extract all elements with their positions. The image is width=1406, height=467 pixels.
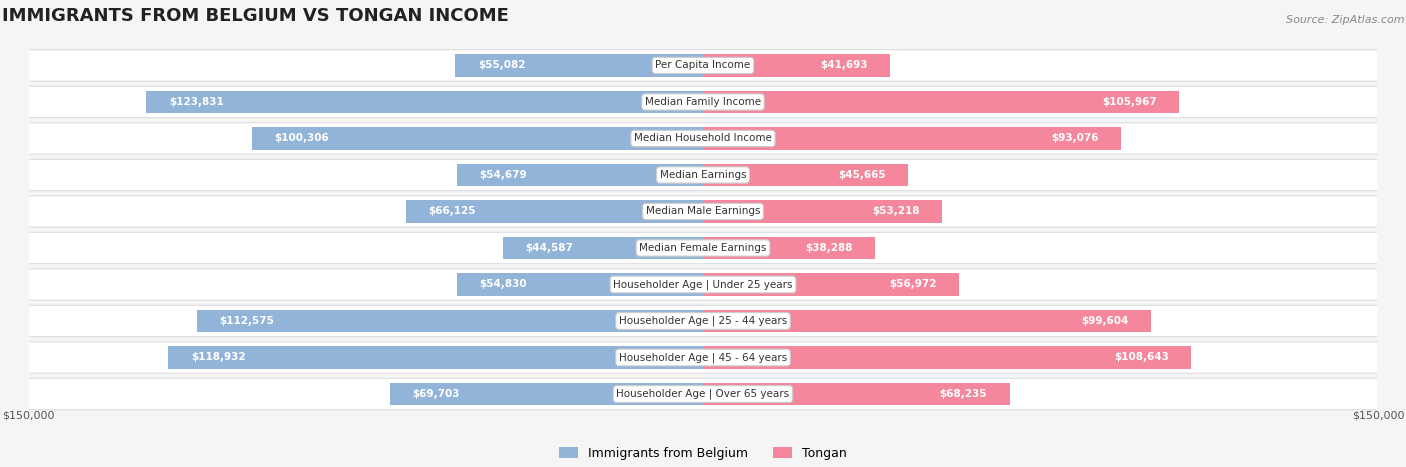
FancyBboxPatch shape <box>703 163 908 186</box>
Text: $53,218: $53,218 <box>872 206 920 217</box>
Text: $112,575: $112,575 <box>219 316 274 326</box>
Text: Per Capita Income: Per Capita Income <box>655 60 751 71</box>
Text: $93,076: $93,076 <box>1052 134 1099 143</box>
FancyBboxPatch shape <box>406 200 703 223</box>
Text: IMMIGRANTS FROM BELGIUM VS TONGAN INCOME: IMMIGRANTS FROM BELGIUM VS TONGAN INCOME <box>1 7 509 25</box>
FancyBboxPatch shape <box>502 237 703 259</box>
Text: $150,000: $150,000 <box>1 411 55 421</box>
FancyBboxPatch shape <box>703 200 942 223</box>
FancyBboxPatch shape <box>0 342 1406 373</box>
Legend: Immigrants from Belgium, Tongan: Immigrants from Belgium, Tongan <box>554 442 852 465</box>
FancyBboxPatch shape <box>456 54 703 77</box>
FancyBboxPatch shape <box>169 346 703 369</box>
FancyBboxPatch shape <box>0 305 1406 337</box>
FancyBboxPatch shape <box>389 382 703 405</box>
FancyBboxPatch shape <box>703 346 1191 369</box>
Text: $118,932: $118,932 <box>191 353 246 362</box>
FancyBboxPatch shape <box>703 127 1122 150</box>
Text: Median Earnings: Median Earnings <box>659 170 747 180</box>
FancyBboxPatch shape <box>197 310 703 333</box>
Text: $56,972: $56,972 <box>889 279 936 290</box>
Text: Householder Age | 45 - 64 years: Householder Age | 45 - 64 years <box>619 352 787 363</box>
Text: Median Family Income: Median Family Income <box>645 97 761 107</box>
Text: $44,587: $44,587 <box>524 243 572 253</box>
Text: $54,679: $54,679 <box>479 170 527 180</box>
Text: $55,082: $55,082 <box>478 60 526 71</box>
FancyBboxPatch shape <box>0 50 1406 81</box>
Text: $108,643: $108,643 <box>1114 353 1168 362</box>
Text: $66,125: $66,125 <box>429 206 475 217</box>
FancyBboxPatch shape <box>0 159 1406 191</box>
Text: $123,831: $123,831 <box>169 97 224 107</box>
Text: $68,235: $68,235 <box>939 389 987 399</box>
Text: Householder Age | Over 65 years: Householder Age | Over 65 years <box>616 389 790 399</box>
FancyBboxPatch shape <box>703 382 1010 405</box>
FancyBboxPatch shape <box>0 378 1406 410</box>
FancyBboxPatch shape <box>146 91 703 113</box>
Text: Median Household Income: Median Household Income <box>634 134 772 143</box>
Text: $45,665: $45,665 <box>838 170 886 180</box>
FancyBboxPatch shape <box>0 123 1406 154</box>
FancyBboxPatch shape <box>703 54 890 77</box>
FancyBboxPatch shape <box>0 196 1406 227</box>
Text: $99,604: $99,604 <box>1081 316 1128 326</box>
FancyBboxPatch shape <box>457 163 703 186</box>
Text: $41,693: $41,693 <box>821 60 868 71</box>
Text: $38,288: $38,288 <box>806 243 852 253</box>
Text: Source: ZipAtlas.com: Source: ZipAtlas.com <box>1285 15 1405 25</box>
Text: $150,000: $150,000 <box>1351 411 1405 421</box>
Text: $105,967: $105,967 <box>1102 97 1157 107</box>
FancyBboxPatch shape <box>703 91 1180 113</box>
Text: $54,830: $54,830 <box>479 279 527 290</box>
Text: Householder Age | Under 25 years: Householder Age | Under 25 years <box>613 279 793 290</box>
Text: Median Female Earnings: Median Female Earnings <box>640 243 766 253</box>
Text: $100,306: $100,306 <box>274 134 329 143</box>
Text: $69,703: $69,703 <box>412 389 460 399</box>
FancyBboxPatch shape <box>0 86 1406 118</box>
FancyBboxPatch shape <box>252 127 703 150</box>
Text: Householder Age | 25 - 44 years: Householder Age | 25 - 44 years <box>619 316 787 326</box>
FancyBboxPatch shape <box>703 310 1150 333</box>
FancyBboxPatch shape <box>0 232 1406 264</box>
FancyBboxPatch shape <box>457 273 703 296</box>
FancyBboxPatch shape <box>0 269 1406 300</box>
FancyBboxPatch shape <box>703 237 875 259</box>
FancyBboxPatch shape <box>703 273 959 296</box>
Text: Median Male Earnings: Median Male Earnings <box>645 206 761 217</box>
